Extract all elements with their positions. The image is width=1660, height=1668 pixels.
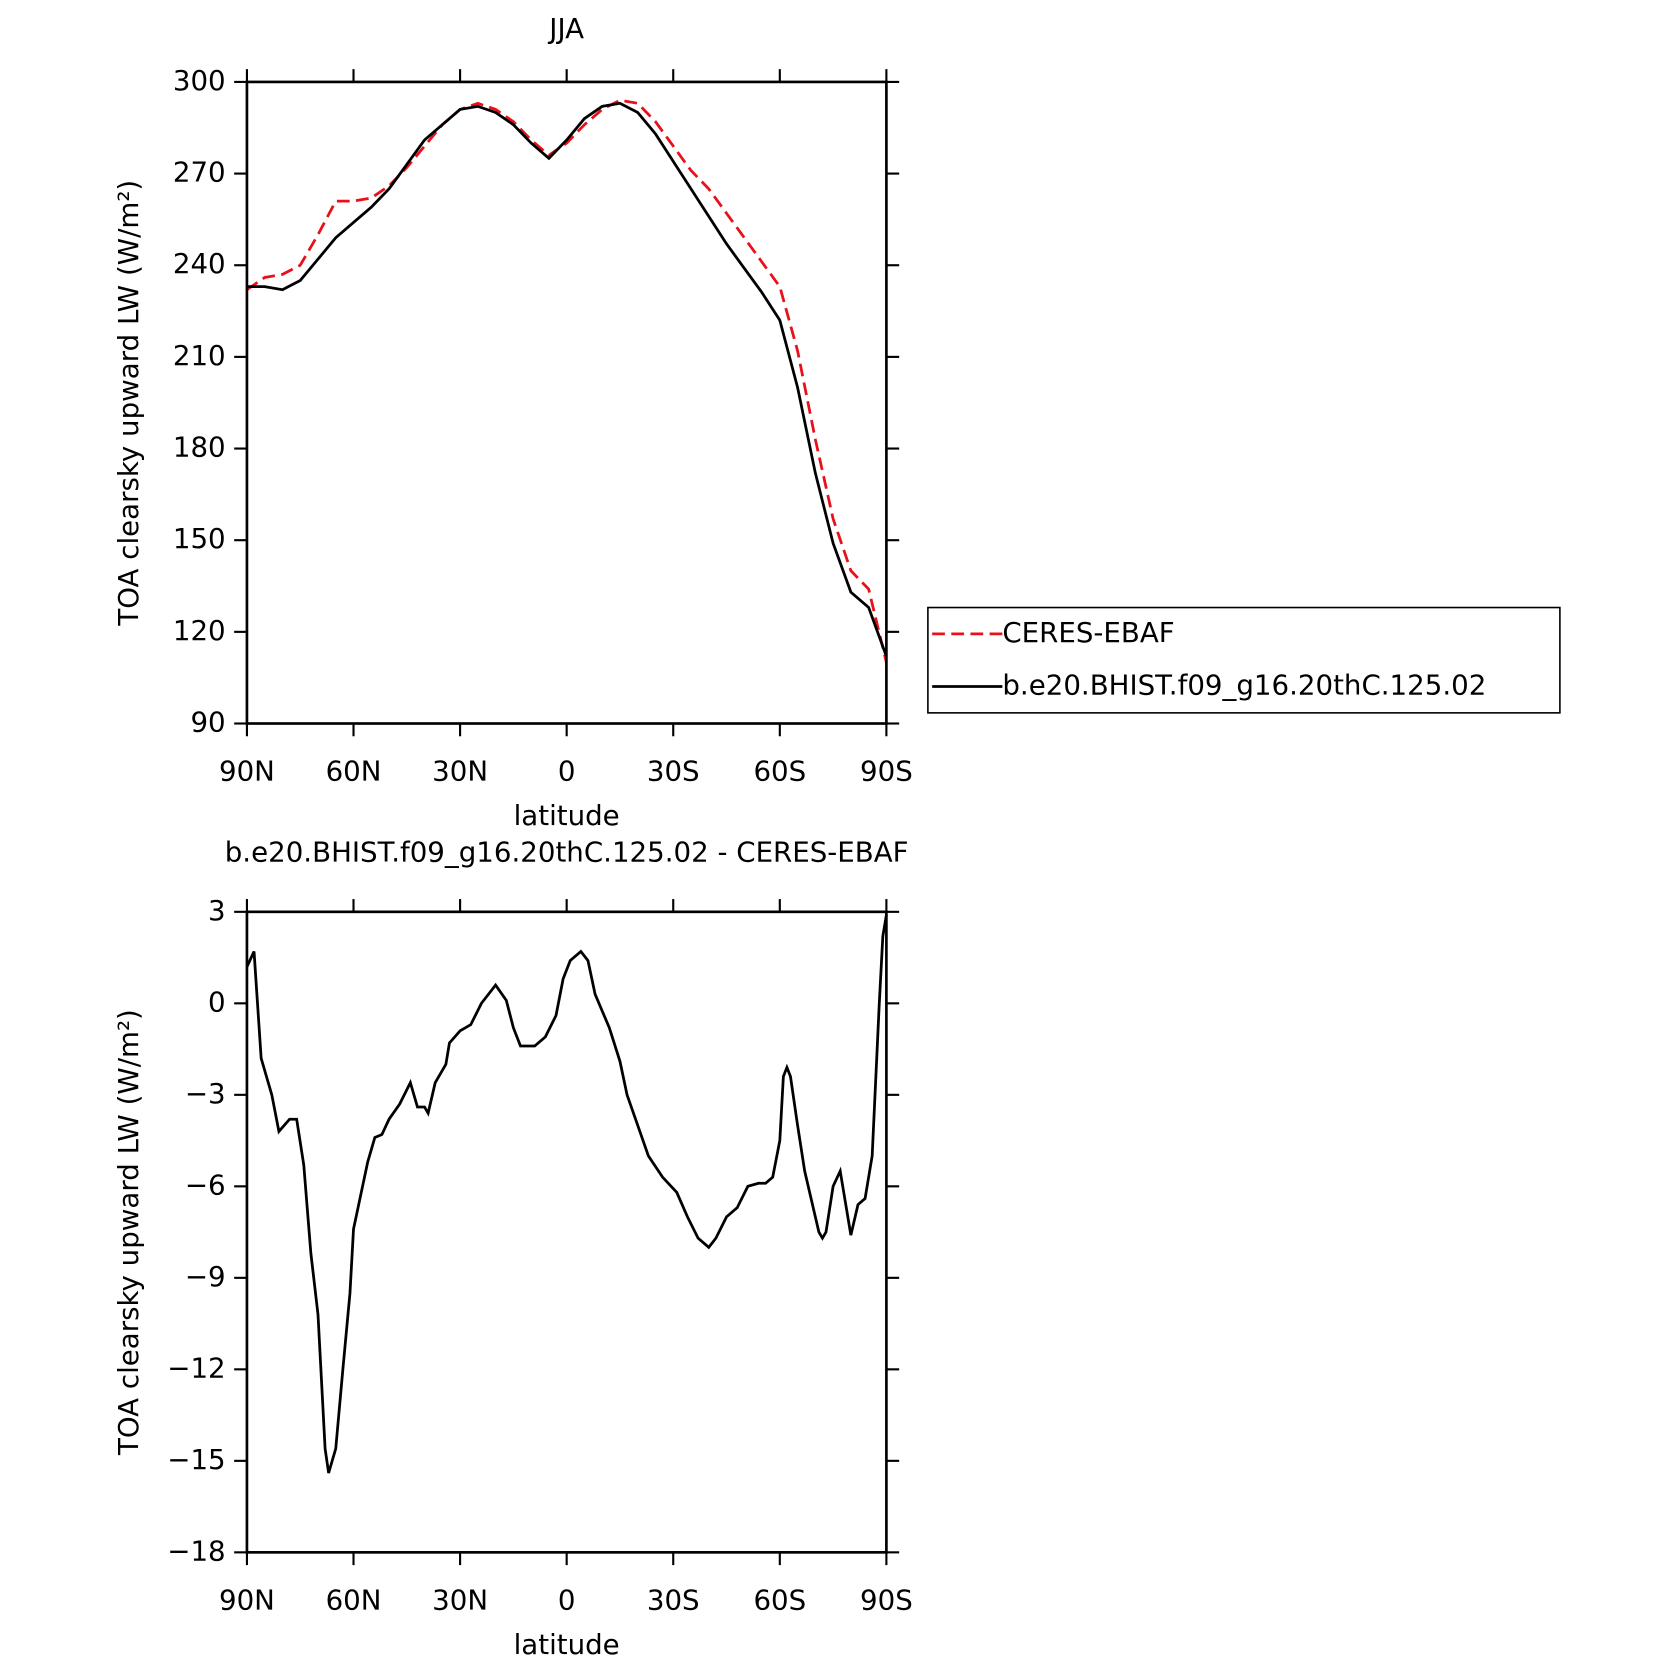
y-tick-label: −3 bbox=[185, 1077, 226, 1110]
y-tick-label: 180 bbox=[173, 431, 226, 464]
x-tick-label: 30N bbox=[432, 1583, 488, 1616]
x-tick-label: 30S bbox=[647, 754, 700, 787]
x-axis-label: latitude bbox=[514, 1628, 620, 1661]
x-tick-label: 0 bbox=[558, 754, 576, 787]
data-line bbox=[246, 101, 888, 657]
y-tick-label: 120 bbox=[173, 614, 226, 647]
plot-frame bbox=[245, 910, 888, 1554]
data-line bbox=[246, 98, 888, 663]
legend-box bbox=[927, 606, 1561, 714]
x-tick-label: 90N bbox=[219, 1583, 275, 1616]
x-tick-label: 60N bbox=[326, 754, 382, 787]
x-tick-label: 90S bbox=[860, 1583, 913, 1616]
y-tick-label: 270 bbox=[173, 156, 226, 189]
x-tick-label: 30N bbox=[432, 754, 488, 787]
y-tick-label: −18 bbox=[167, 1534, 225, 1567]
x-tick-label: 0 bbox=[558, 1583, 576, 1616]
legend-label: CERES-EBAF bbox=[1002, 616, 1174, 649]
y-tick-label: −12 bbox=[167, 1351, 225, 1384]
y-axis-label: TOA clearsky upward LW (W/m²) bbox=[112, 180, 145, 627]
x-tick-label: 60N bbox=[326, 1583, 382, 1616]
x-tick-label: 60S bbox=[753, 1583, 806, 1616]
y-tick-label: 90 bbox=[190, 706, 225, 739]
y-tick-label: −6 bbox=[185, 1168, 226, 1201]
plot-frame bbox=[245, 80, 888, 725]
y-tick-label: 3 bbox=[208, 894, 226, 927]
chart-title: JJA bbox=[547, 12, 584, 45]
x-axis-label: latitude bbox=[514, 799, 620, 832]
y-tick-label: 300 bbox=[173, 64, 226, 97]
x-tick-label: 30S bbox=[647, 1583, 700, 1616]
y-tick-label: 0 bbox=[208, 985, 226, 1018]
x-tick-label: 60S bbox=[753, 754, 806, 787]
chart-title: b.e20.BHIST.f09_g16.20thC.125.02 - CERES… bbox=[225, 835, 909, 868]
y-axis-label: TOA clearsky upward LW (W/m²) bbox=[112, 1009, 145, 1456]
legend-label: b.e20.BHIST.f09_g16.20thC.125.02 bbox=[1002, 669, 1486, 702]
x-tick-label: 90S bbox=[860, 754, 913, 787]
x-tick-label: 90N bbox=[219, 754, 275, 787]
y-tick-label: −15 bbox=[167, 1443, 225, 1476]
y-tick-label: 240 bbox=[173, 247, 226, 280]
y-tick-label: 150 bbox=[173, 522, 226, 555]
y-tick-label: −9 bbox=[185, 1260, 226, 1293]
data-line bbox=[245, 914, 888, 1474]
y-tick-label: 210 bbox=[173, 339, 226, 372]
